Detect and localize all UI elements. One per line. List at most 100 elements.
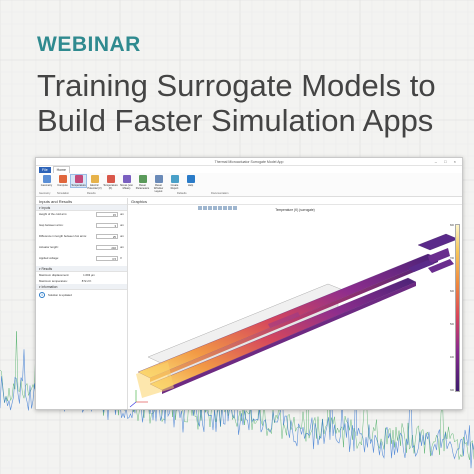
compute-icon — [58, 175, 67, 183]
reset-layout-icon — [154, 175, 163, 183]
param-input[interactable]: 25 — [96, 234, 118, 239]
help-icon — [186, 175, 195, 183]
graphics-canvas[interactable] — [128, 212, 463, 410]
param-input[interactable]: 3.5 — [96, 256, 118, 261]
info-text: Solution is updated — [48, 293, 72, 297]
param-label: Applied voltage: — [39, 256, 59, 260]
ribbon-button-label: Reset Window Layout — [153, 184, 164, 193]
ribbon-button-label: Reset Parameters — [135, 184, 150, 190]
information-section-header[interactable]: ▾ Information — [36, 284, 127, 290]
ribbon-button-5[interactable]: Stress (von Mises) — [119, 175, 134, 190]
ribbon-button-3[interactable]: Electric Potential (V) — [87, 175, 102, 190]
param-row: Height of the cold arm: 15 um — [36, 211, 127, 222]
inputs-results-pane: Inputs and Results ▾ Inputs Height of th… — [36, 198, 128, 409]
report-icon — [170, 175, 179, 183]
rotate-icon[interactable] — [213, 206, 217, 210]
home-tab[interactable]: Home — [52, 166, 70, 173]
zoom-in-icon[interactable] — [198, 206, 202, 210]
ribbon-button-1[interactable]: Compute — [55, 175, 70, 187]
colorbar-ticks: 800 700 600 500 400 300 — [450, 224, 454, 392]
ribbon-button-7[interactable]: Reset Window Layout — [151, 175, 166, 193]
param-row: Gap between arms: 3 um — [36, 222, 127, 233]
param-unit: um — [120, 234, 124, 238]
ribbon-button-label: Temperature — [71, 184, 86, 187]
result-value: 872.2 K — [81, 279, 92, 283]
ribbon-button-label: Help — [187, 184, 194, 187]
plot-title: Temperature (K) (surrogate) — [275, 208, 315, 212]
stress-icon — [122, 175, 131, 183]
geometry-icon — [42, 175, 51, 183]
actuator-3d-model[interactable] — [128, 212, 463, 410]
param-unit: um — [120, 223, 124, 227]
ribbon-button-label: Temperature (K) — [103, 184, 118, 190]
ribbon-button-2[interactable]: Temperature — [70, 174, 87, 188]
colorbar-tick: 700 — [450, 257, 454, 260]
ribbon-button-8[interactable]: Create Report — [167, 175, 182, 190]
pane-title: Inputs and Results — [36, 198, 127, 205]
param-row: Actuator length: 240 um — [36, 244, 127, 255]
wireframe-icon[interactable] — [228, 206, 232, 210]
param-input[interactable]: 240 — [96, 245, 118, 250]
result-value: 1.693 µm — [83, 273, 95, 277]
result-label: Maximum displacement: — [39, 273, 70, 277]
main-panes: Inputs and Results ▾ Inputs Height of th… — [36, 198, 462, 409]
param-unit: um — [120, 245, 124, 249]
ribbon-button-label: Stress (von Mises) — [119, 184, 134, 190]
temperature-icon — [74, 175, 83, 183]
ribbon-button-9[interactable]: Help — [183, 175, 198, 187]
ribbon-group-label: Results — [87, 192, 96, 195]
window-title: Thermal Microactuator Surrogate Model Ap… — [214, 160, 284, 164]
window-controls[interactable]: – □ × — [434, 159, 459, 164]
param-label: Actuator length: — [39, 245, 59, 249]
webinar-label: WEBINAR — [37, 33, 141, 56]
zoom-extents-icon[interactable] — [208, 206, 212, 210]
info-icon: i — [39, 292, 45, 298]
graphics-title: Graphics — [128, 198, 462, 205]
temperature-k-icon — [106, 175, 115, 183]
ribbon-button-4[interactable]: Temperature (K) — [103, 175, 118, 190]
param-input[interactable]: 3 — [96, 223, 118, 228]
ribbon-toolbar: Geometry Compute Temperature Electric Poten… — [36, 173, 462, 197]
graphics-toolbar — [128, 205, 462, 211]
view-icon[interactable] — [218, 206, 222, 210]
param-row: Applied voltage: 3.5 V — [36, 255, 127, 266]
param-label: Height of the cold arm: — [39, 212, 68, 216]
ribbon-groups: Geometry Simulation Results Defaults Documen… — [39, 192, 251, 195]
result-line: Maximum displacement: 1.693 µm — [36, 272, 127, 278]
electric-potential-icon — [90, 175, 99, 183]
colorbar-tick: 800 — [450, 224, 454, 227]
transparency-icon[interactable] — [223, 206, 227, 210]
reset-icon — [138, 175, 147, 183]
zoom-out-icon[interactable] — [203, 206, 207, 210]
param-label: Difference in length between hot arms: — [39, 234, 87, 238]
ribbon-group-label: Geometry — [39, 192, 51, 195]
ribbon-button-0[interactable]: Geometry — [39, 175, 54, 187]
headline: Training Surrogate Models to Build Faste… — [37, 68, 436, 138]
param-row: Difference in length between hot arms: 25… — [36, 233, 127, 244]
colorbar-tick: 400 — [450, 356, 454, 359]
window-titlebar: Thermal Microactuator Surrogate Model Ap… — [36, 158, 462, 166]
ribbon-button-label: Geometry — [40, 184, 53, 187]
app-window: Thermal Microactuator Surrogate Model Ap… — [35, 157, 463, 410]
param-unit: um — [120, 212, 124, 216]
temperature-colorbar — [455, 224, 460, 392]
inputs-section-header[interactable]: ▾ Inputs — [36, 205, 127, 211]
ribbon-button-6[interactable]: Reset Parameters — [135, 175, 150, 190]
info-message: i Solution is updated — [36, 290, 127, 300]
colorbar-tick: 600 — [450, 290, 454, 293]
result-label: Maximum temperature: — [39, 279, 68, 283]
file-menu[interactable]: File — [39, 166, 51, 173]
screenshot-icon[interactable] — [233, 206, 237, 210]
param-input[interactable]: 15 — [96, 212, 118, 217]
ribbon-group-label: Simulation — [57, 192, 70, 195]
graphics-pane: Graphics Temperature (K) (surrogate) — [128, 198, 462, 409]
ribbon-group-label: Documentation — [211, 192, 229, 195]
ribbon-group-label: Defaults — [177, 192, 187, 195]
colorbar-tick: 500 — [450, 323, 454, 326]
param-label: Gap between arms: — [39, 223, 64, 227]
menu-bar: File Home — [36, 166, 462, 173]
param-unit: V — [120, 256, 122, 260]
ribbon-button-label: Create Report — [170, 184, 179, 190]
colorbar-tick: 300 — [450, 389, 454, 392]
results-section-header[interactable]: ▾ Results — [36, 266, 127, 272]
